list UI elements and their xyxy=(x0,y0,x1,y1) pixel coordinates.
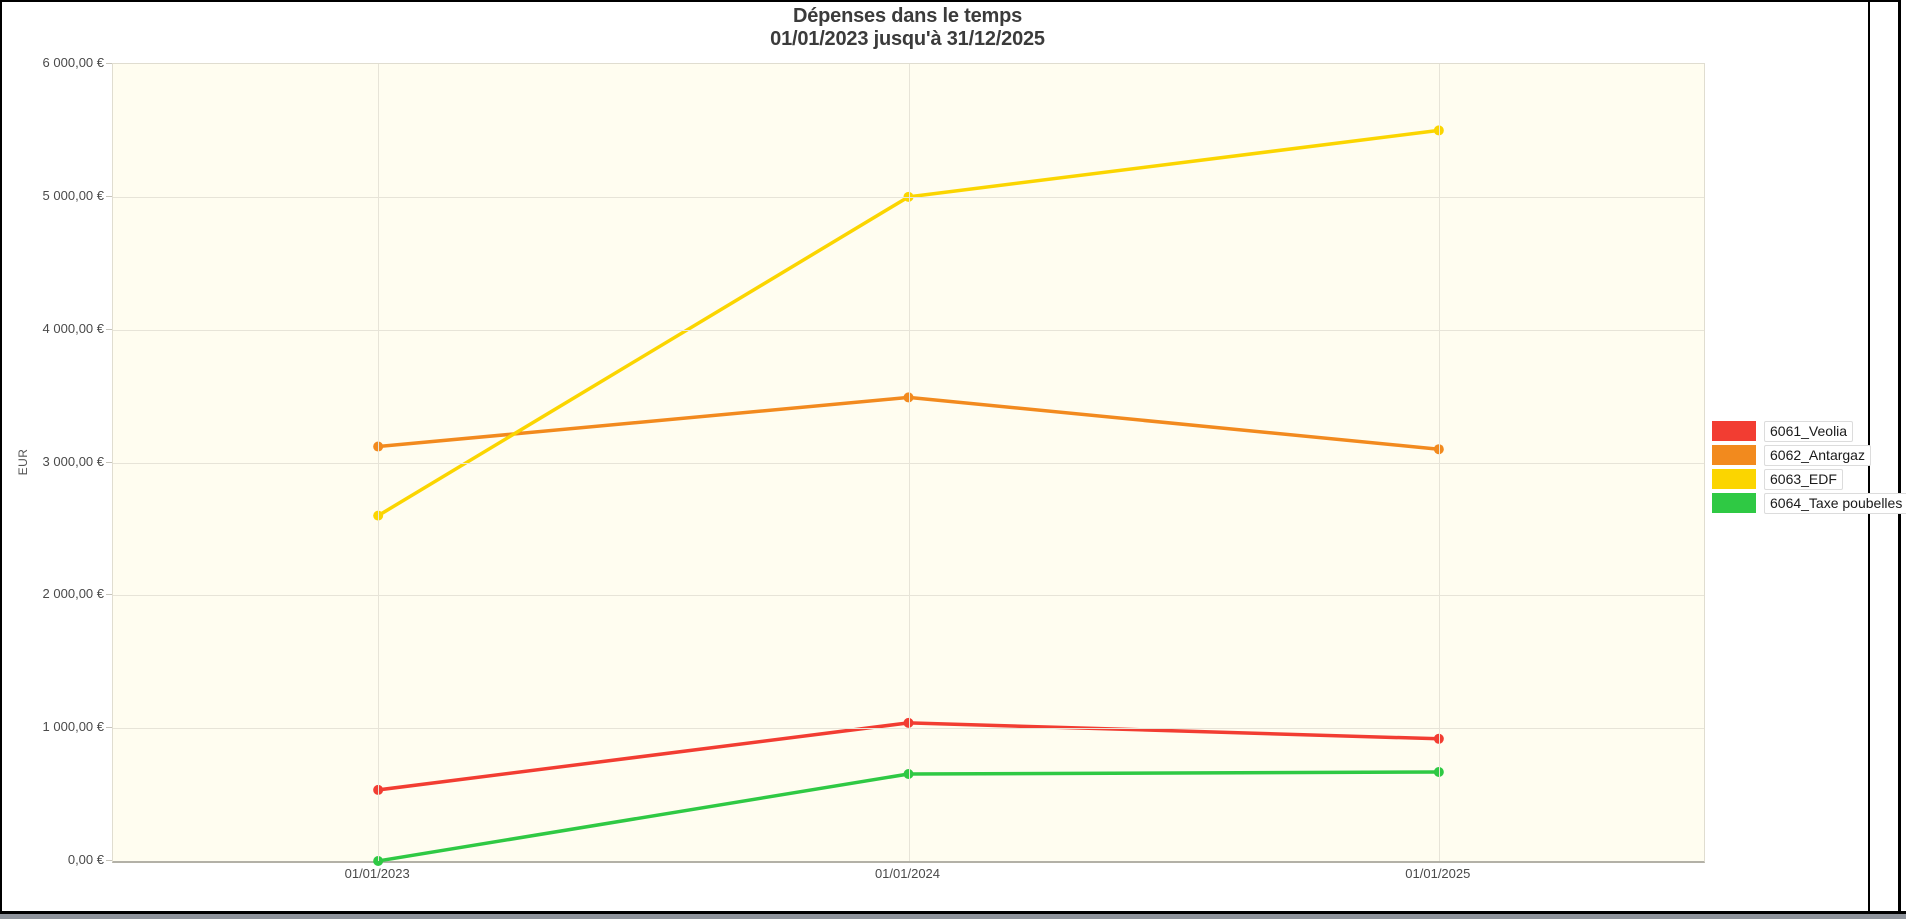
x-tick-label: 01/01/2025 xyxy=(1405,866,1471,881)
y-tick-mark xyxy=(106,594,113,596)
y-tick-label: 4 000,00 € xyxy=(42,320,104,336)
chart-legend: 6061_Veolia 6062_Antargaz 6063_EDF 6064_Tax… xyxy=(1712,420,1906,517)
window-border-bottom xyxy=(0,911,1906,914)
chart-subtitle: 01/01/2023 jusqu'à 31/12/2025 xyxy=(770,28,1045,50)
y-tick-label: 0,00 € xyxy=(67,852,104,867)
legend-swatch xyxy=(1712,493,1756,513)
legend-item[interactable]: 6063_EDF xyxy=(1712,468,1906,490)
gridline-vertical xyxy=(378,64,380,861)
y-tick-mark xyxy=(106,63,113,64)
x-tick-label: 01/01/2023 xyxy=(344,866,410,881)
legend-swatch xyxy=(1712,469,1756,489)
y-tick-label: 2 000,00 € xyxy=(42,586,104,602)
data-point xyxy=(373,856,384,866)
y-tick-mark xyxy=(106,860,113,861)
gridline-vertical xyxy=(1438,64,1440,861)
legend-label: 6062_Antargaz xyxy=(1764,444,1871,466)
y-tick-mark xyxy=(106,727,113,729)
y-tick-label: 5 000,00 € xyxy=(42,187,104,203)
y-tick-mark xyxy=(106,195,113,197)
gridline-vertical xyxy=(908,64,910,861)
plot-area xyxy=(112,63,1705,866)
legend-swatch xyxy=(1712,445,1756,465)
legend-item[interactable]: 6061_Veolia xyxy=(1712,420,1906,442)
window-border-top xyxy=(0,0,1901,2)
legend-item[interactable]: 6062_Antargaz xyxy=(1712,444,1906,466)
y-tick-mark xyxy=(106,461,113,463)
x-tick-label: 01/01/2024 xyxy=(874,866,941,881)
y-tick-label: 1 000,00 € xyxy=(42,719,104,735)
y-tick-label: 6 000,00 € xyxy=(42,55,104,70)
window-border-right xyxy=(1898,0,1901,913)
legend-item[interactable]: 6064_Taxe poubelles xyxy=(1712,492,1906,514)
legend-label: 6063_EDF xyxy=(1764,468,1843,490)
legend-label: 6064_Taxe poubelles xyxy=(1764,492,1906,514)
chart-title: Dépenses dans le temps xyxy=(792,5,1023,27)
horizontal-scrollbar[interactable] xyxy=(0,914,1906,919)
legend-label: 6061_Veolia xyxy=(1764,420,1854,442)
y-tick-mark xyxy=(106,328,113,330)
chart-title-block: Dépenses dans le temps 01/01/2023 jusqu'… xyxy=(112,5,1703,51)
window-border-left xyxy=(0,0,2,913)
y-tick-label: 3 000,00 € xyxy=(42,453,104,469)
legend-swatch xyxy=(1712,421,1756,441)
